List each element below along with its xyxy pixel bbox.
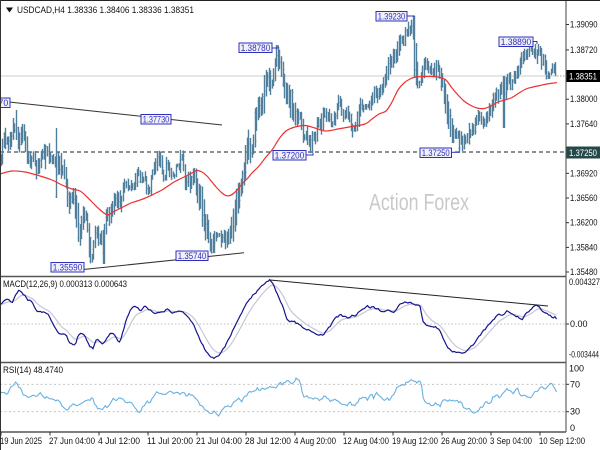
svg-text:10 Sep 12:00: 10 Sep 12:00	[539, 436, 585, 446]
svg-text:Action Forex: Action Forex	[369, 189, 469, 215]
svg-text:1.39230: 1.39230	[378, 12, 406, 23]
svg-text:1.39090: 1.39090	[570, 20, 598, 30]
svg-text:1.36560: 1.36560	[570, 193, 598, 203]
svg-text:100: 100	[569, 364, 584, 374]
svg-text:30: 30	[570, 407, 580, 417]
svg-text:1.35840: 1.35840	[570, 242, 598, 252]
svg-text:-0.003444: -0.003444	[569, 350, 599, 360]
svg-text:12 Aug 04:00: 12 Aug 04:00	[343, 436, 389, 446]
svg-text:1.38720: 1.38720	[570, 45, 598, 55]
svg-text:1.36920: 1.36920	[570, 168, 598, 178]
svg-text:4 Jul 12:00: 4 Jul 12:00	[98, 436, 140, 446]
svg-text:1.37200: 1.37200	[275, 151, 305, 162]
svg-text:1.38000: 1.38000	[570, 94, 598, 104]
svg-text:1.37970: 1.37970	[0, 98, 8, 109]
svg-text:0: 0	[570, 423, 575, 433]
svg-text:USDCAD,H4 1.38336 1.38406 1.38: USDCAD,H4 1.38336 1.38406 1.38336 1.3835…	[17, 5, 194, 16]
svg-text:70: 70	[570, 379, 580, 389]
svg-text:1.35740: 1.35740	[178, 251, 207, 262]
svg-text:0.004327: 0.004327	[569, 277, 600, 287]
svg-text:21 Jul 04:00: 21 Jul 04:00	[196, 436, 242, 446]
svg-text:27 Jun 04:00: 27 Jun 04:00	[49, 436, 95, 446]
svg-text:1.38351: 1.38351	[569, 72, 597, 82]
svg-text:MACD(12,26,9) 0.000313 0.00064: MACD(12,26,9) 0.000313 0.000643	[3, 279, 127, 289]
svg-text:1.36200: 1.36200	[570, 218, 598, 228]
svg-text:3 Sep 04:00: 3 Sep 04:00	[490, 436, 532, 446]
svg-text:19 Jun 2025: 19 Jun 2025	[0, 436, 42, 446]
svg-text:1.37250: 1.37250	[422, 148, 450, 159]
svg-text:4 Aug 20:00: 4 Aug 20:00	[294, 436, 336, 446]
svg-text:1.37730: 1.37730	[143, 115, 170, 126]
svg-text:19 Aug 12:00: 19 Aug 12:00	[392, 436, 438, 446]
svg-text:1.38780: 1.38780	[241, 43, 271, 54]
svg-text:1.35590: 1.35590	[53, 263, 83, 274]
svg-text:28 Jul 12:00: 28 Jul 12:00	[245, 436, 291, 446]
svg-text:26 Aug 20:00: 26 Aug 20:00	[441, 436, 487, 446]
svg-text:1.37640: 1.37640	[570, 119, 598, 129]
svg-text:1.35480: 1.35480	[570, 267, 598, 277]
svg-text:11 Jul 20:00: 11 Jul 20:00	[147, 436, 193, 446]
svg-text:1.37250: 1.37250	[569, 148, 597, 158]
svg-text:RSI(14) 48.4740: RSI(14) 48.4740	[3, 365, 63, 375]
svg-text:1.38890: 1.38890	[501, 37, 532, 48]
svg-text:0.00: 0.00	[570, 319, 588, 329]
